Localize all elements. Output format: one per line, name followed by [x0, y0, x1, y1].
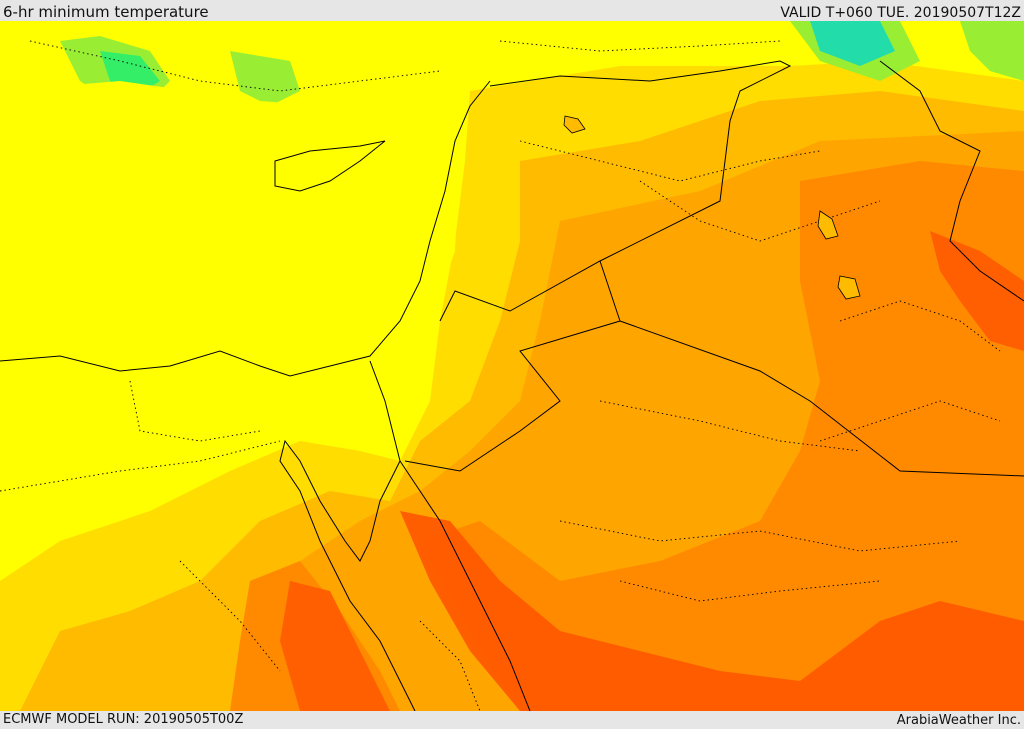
red-orange-egypt	[280, 581, 390, 711]
credit: ArabiaWeather Inc.	[896, 713, 1021, 728]
teal-patch-iran	[810, 21, 895, 66]
mediterranean-sea	[0, 81, 460, 381]
lakes	[563, 115, 861, 300]
red-orange-iraq	[930, 231, 1024, 351]
valid-time: VALID T+060 TUE. 20190507T12Z	[780, 5, 1021, 21]
light-green-iran	[960, 21, 1024, 81]
light-green-turkey-2	[230, 51, 300, 106]
country-borders	[369, 60, 1024, 477]
coastlines	[0, 80, 531, 711]
map-title: 6-hr minimum temperature	[3, 3, 209, 21]
red-orange-arabia	[400, 511, 1024, 711]
model-run: ECMWF MODEL RUN: 20190505T00Z	[3, 712, 244, 727]
header-bar: 6-hr minimum temperature VALID T+060 TUE…	[0, 0, 1024, 21]
temperature-map	[0, 21, 1024, 711]
footer-bar: ECMWF MODEL RUN: 20190505T00Z ArabiaWeat…	[0, 711, 1024, 729]
dark-orange-zone	[420, 161, 1024, 711]
province-boundaries	[0, 40, 1001, 711]
